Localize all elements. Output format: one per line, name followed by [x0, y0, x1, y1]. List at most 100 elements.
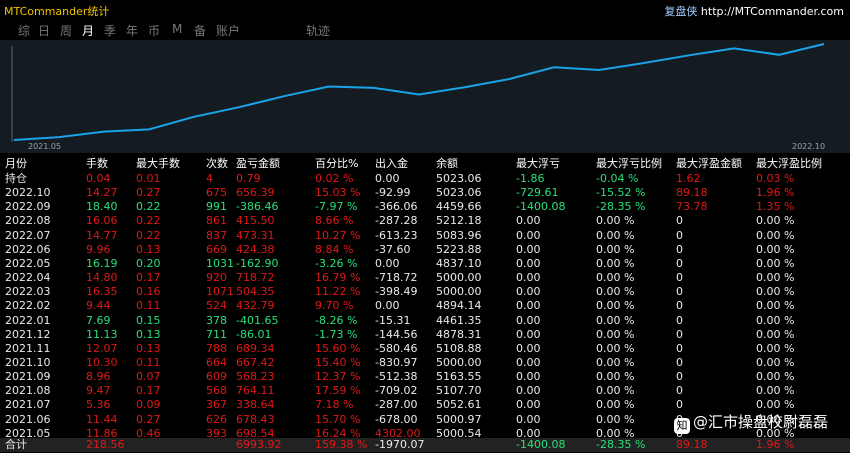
- header-deposit[interactable]: 出入金: [375, 157, 408, 170]
- cell-month: 2021.11: [5, 341, 51, 355]
- table-row: 2022.03 16.35 0.16 1071 504.35 11.22 % -398.49…: [0, 285, 850, 299]
- table-row: 2022.09 18.40 0.22 991 -386.46 -7.97 % -366.06…: [0, 200, 850, 214]
- cell-deposit: -718.72: [375, 271, 418, 285]
- cell-max-lots: 0.22: [136, 200, 161, 214]
- cell-max-float-loss-pct: 0.00 %: [596, 341, 635, 355]
- cell-max-lots: 0.09: [136, 398, 161, 412]
- cell-max-float-profit-pct: 0.00 %: [756, 327, 795, 341]
- cell-max-float-loss: 0.00: [516, 327, 541, 341]
- header-trades[interactable]: 次数: [206, 157, 228, 170]
- cell-month: 2021.07: [5, 398, 51, 412]
- cell-max-float-loss: 0.00: [516, 299, 541, 313]
- tab-year[interactable]: 年: [126, 24, 139, 38]
- header-max-float-profit-pct[interactable]: 最大浮盈比例: [756, 157, 822, 170]
- cell-max-lots: 0.07: [136, 370, 161, 384]
- table-row: 2022.10 14.27 0.27 675 656.39 15.03 % -92.99 50…: [0, 186, 850, 200]
- cell-max-float-profit-pct: 0.00 %: [756, 256, 795, 270]
- cell-max-float-profit: 0: [676, 271, 683, 285]
- cell-max-float-profit-pct: 1.96 %: [756, 438, 795, 451]
- cell-max-float-profit-pct: 0.00 %: [756, 426, 795, 440]
- cell-balance: 5212.18: [436, 214, 482, 228]
- header-max-float-loss[interactable]: 最大浮亏: [516, 157, 560, 170]
- cell-trades: 788: [206, 341, 227, 355]
- cell-lots: 16.19: [86, 256, 118, 270]
- equity-chart: [0, 40, 850, 153]
- cell-lots: 18.40: [86, 200, 118, 214]
- cell-profit: 424.38: [236, 242, 275, 256]
- cell-month: 2021.10: [5, 355, 51, 369]
- cell-max-lots: 0.17: [136, 271, 161, 285]
- cell-deposit: 0.00: [375, 299, 400, 313]
- cell-max-float-loss: 0.00: [516, 256, 541, 270]
- cell-max-float-loss: 0.00: [516, 228, 541, 242]
- cell-trades: 991: [206, 200, 227, 214]
- cell-max-lots: 0.22: [136, 214, 161, 228]
- header-max-lots[interactable]: 最大手数: [136, 157, 180, 170]
- cell-deposit: -580.46: [375, 341, 418, 355]
- watermark: 知 @汇市操盘校尉磊磊: [674, 411, 828, 434]
- cell-trades: 626: [206, 412, 227, 426]
- cell-deposit: -512.38: [375, 370, 418, 384]
- header-max-float-profit[interactable]: 最大浮盈金额: [676, 157, 742, 170]
- cell-profit: 6993.92: [236, 438, 282, 451]
- cell-max-float-profit-pct: 0.00 %: [756, 313, 795, 327]
- cell-max-float-profit-pct: 0.00 %: [756, 285, 795, 299]
- cell-lots: 0.04: [86, 172, 111, 185]
- cell-trades: 920: [206, 271, 227, 285]
- cell-lots: 9.47: [86, 384, 111, 398]
- table-row: 2022.06 9.96 0.13 669 424.38 8.84 % -37.60 5223…: [0, 243, 850, 257]
- brand-link[interactable]: 复盘侠 http://MTCommander.com: [664, 3, 844, 19]
- cell-max-lots: 0.46: [136, 426, 161, 440]
- table-row: 2022.01 7.69 0.15 378 -401.65 -8.26 % -15.31 44…: [0, 314, 850, 328]
- cell-percent: 10.27 %: [315, 228, 361, 242]
- cell-deposit: 0.00: [375, 172, 400, 185]
- watermark-text: @汇市操盘校尉磊磊: [693, 413, 829, 431]
- cell-max-float-profit: 0: [676, 313, 683, 327]
- cell-max-float-loss: 0.00: [516, 384, 541, 398]
- header-max-float-loss-pct[interactable]: 最大浮亏比例: [596, 157, 662, 170]
- cell-max-float-profit-pct: 0.00 %: [756, 299, 795, 313]
- cell-lots: 14.80: [86, 271, 118, 285]
- brand-url[interactable]: http://MTCommander.com: [700, 5, 844, 18]
- tab-month[interactable]: 月: [82, 24, 95, 38]
- cell-max-float-loss: -729.61: [516, 186, 559, 200]
- header-lots[interactable]: 手数: [86, 157, 108, 170]
- cell-percent: -3.26 %: [315, 256, 358, 270]
- table-row: 2022.07 14.77 0.22 837 473.31 10.27 % -613.23 5…: [0, 229, 850, 243]
- tab-note[interactable]: 备: [194, 24, 207, 38]
- cell-max-float-profit: 1.62: [676, 172, 701, 185]
- cell-deposit: -287.00: [375, 398, 418, 412]
- cell-deposit: -37.60: [375, 242, 411, 256]
- cell-max-lots: 0.13: [136, 242, 161, 256]
- tab-week[interactable]: 周: [60, 24, 73, 38]
- tab-summary[interactable]: 综: [18, 24, 31, 38]
- cell-deposit: -830.97: [375, 355, 418, 369]
- x-axis-start-label: 2021.05: [28, 142, 62, 151]
- header-percent[interactable]: 百分比%: [315, 157, 359, 170]
- cell-max-float-profit: 0: [676, 228, 683, 242]
- cell-max-float-loss: 0.00: [516, 285, 541, 299]
- tab-magic[interactable]: M: [172, 22, 183, 36]
- tab-quarter[interactable]: 季: [104, 24, 117, 38]
- table-row: 持仓 0.04 0.01 4 0.79 0.02 % 0.00 5023.06 -1.86 -0.…: [0, 172, 850, 186]
- cell-max-float-profit: 0: [676, 341, 683, 355]
- header-balance[interactable]: 余额: [436, 157, 458, 170]
- cell-trades: 1071: [206, 285, 234, 299]
- cell-trades: 1031: [206, 256, 234, 270]
- cell-max-float-profit-pct: 1.96 %: [756, 186, 795, 200]
- cell-balance: 5083.96: [436, 228, 482, 242]
- tab-day[interactable]: 日: [38, 24, 51, 38]
- cell-max-lots: 0.01: [136, 172, 161, 185]
- cell-max-lots: 0.17: [136, 384, 161, 398]
- cell-profit: -386.46: [236, 200, 279, 214]
- cell-max-float-loss-pct: 0.00 %: [596, 242, 635, 256]
- tab-symbol[interactable]: 币: [148, 24, 161, 38]
- cell-max-float-profit-pct: 0.03 %: [756, 172, 795, 185]
- header-month[interactable]: 月份: [5, 157, 27, 170]
- header-profit[interactable]: 盈亏金额: [236, 157, 280, 170]
- cell-trades: 378: [206, 313, 227, 327]
- cell-month: 2022.01: [5, 313, 51, 327]
- cell-max-float-profit: 73.78: [676, 200, 708, 214]
- tab-track[interactable]: 轨迹: [306, 24, 331, 38]
- tab-account[interactable]: 账户: [216, 24, 241, 38]
